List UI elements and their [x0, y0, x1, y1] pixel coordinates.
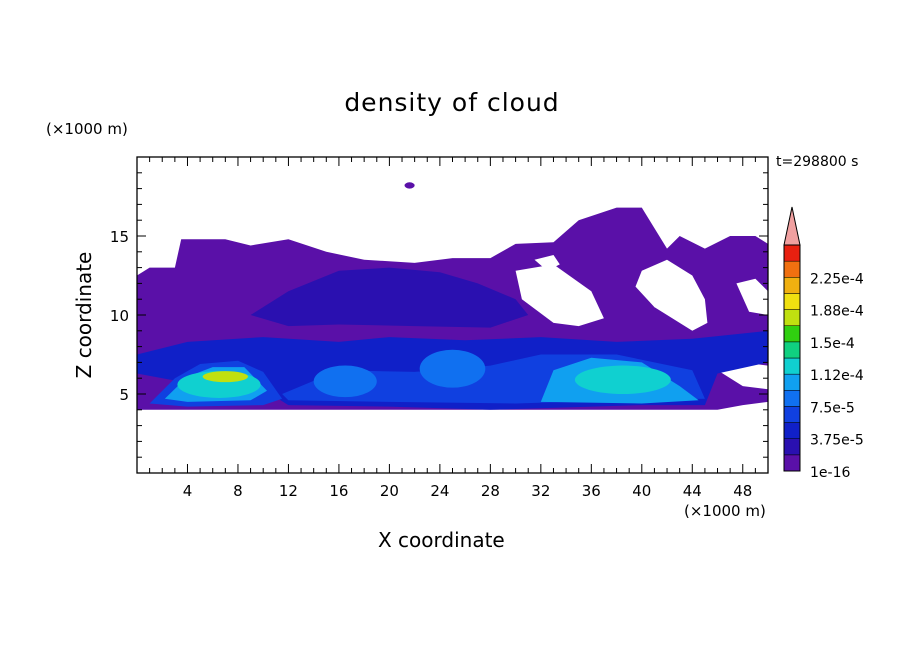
- colorbar-extend-arrow: [783, 206, 801, 246]
- colorbar-label: 1.88e-4: [810, 304, 864, 320]
- contour-region-fragment: [404, 182, 415, 189]
- colorbar-swatch: [783, 309, 801, 326]
- contour-gap-1: [635, 259, 708, 331]
- contour-gap-0: [515, 264, 604, 327]
- x-tick-label: 40: [632, 482, 651, 500]
- y-tick-label: 15: [110, 228, 129, 246]
- y-axis-label: Z coordinate: [72, 251, 96, 379]
- colorbar-swatch: [783, 357, 801, 375]
- colorbar-label: 1e-16: [810, 465, 850, 481]
- colorbar-label: 1.12e-4: [810, 368, 864, 384]
- colorbar-swatch: [783, 390, 801, 407]
- colorbar-swatch: [783, 373, 801, 391]
- contour-region-west-peak: [202, 371, 249, 383]
- x-tick-label: 8: [233, 482, 243, 500]
- colorbar-label: 3.75e-5: [810, 433, 864, 449]
- x-tick-label: 48: [733, 482, 752, 500]
- colorbar-label: 1.5e-4: [810, 336, 855, 352]
- chart-title: density of cloud: [344, 88, 560, 117]
- y-tick-label: 5: [119, 386, 129, 404]
- x-tick-label: 4: [183, 482, 193, 500]
- x-axis-unit: (×1000 m): [684, 502, 766, 520]
- colorbar-swatch: [783, 277, 801, 294]
- colorbar-swatch: [783, 325, 801, 343]
- x-tick-label: 24: [430, 482, 449, 500]
- x-tick-label: 36: [582, 482, 601, 500]
- y-tick-label: 10: [110, 307, 129, 325]
- colorbar-swatch: [783, 422, 801, 439]
- colorbar-swatch: [783, 244, 801, 262]
- time-label: t=298800 s: [776, 154, 859, 170]
- x-tick-label: 32: [531, 482, 550, 500]
- x-tick-label: 12: [279, 482, 298, 500]
- contour-region-east-inner: [574, 365, 671, 394]
- x-tick-label: 16: [329, 482, 348, 500]
- contour-gap-2: [534, 255, 560, 271]
- colorbar-swatch: [783, 260, 801, 278]
- colorbar-swatch: [783, 341, 801, 359]
- colorbar-swatch: [783, 454, 801, 472]
- y-axis-unit: (×1000 m): [46, 120, 128, 138]
- x-axis-label: X coordinate: [378, 528, 505, 552]
- colorbar-label: 7.5e-5: [810, 400, 855, 416]
- contour-region-patch-b: [419, 349, 486, 388]
- contour-gap-3: [736, 278, 768, 315]
- colorbar-swatch: [783, 293, 801, 310]
- x-tick-label: 44: [683, 482, 702, 500]
- x-tick-label: 20: [380, 482, 399, 500]
- contour-region-mid-core: [250, 267, 529, 328]
- contour-field: [137, 182, 768, 410]
- colorbar-label: 2.25e-4: [810, 271, 864, 287]
- colorbar-swatch: [783, 438, 801, 456]
- contour-region-patch-a: [313, 365, 377, 398]
- colorbar-frame: [783, 244, 801, 472]
- x-tick-label: 28: [481, 482, 500, 500]
- colorbar-swatch: [783, 406, 801, 423]
